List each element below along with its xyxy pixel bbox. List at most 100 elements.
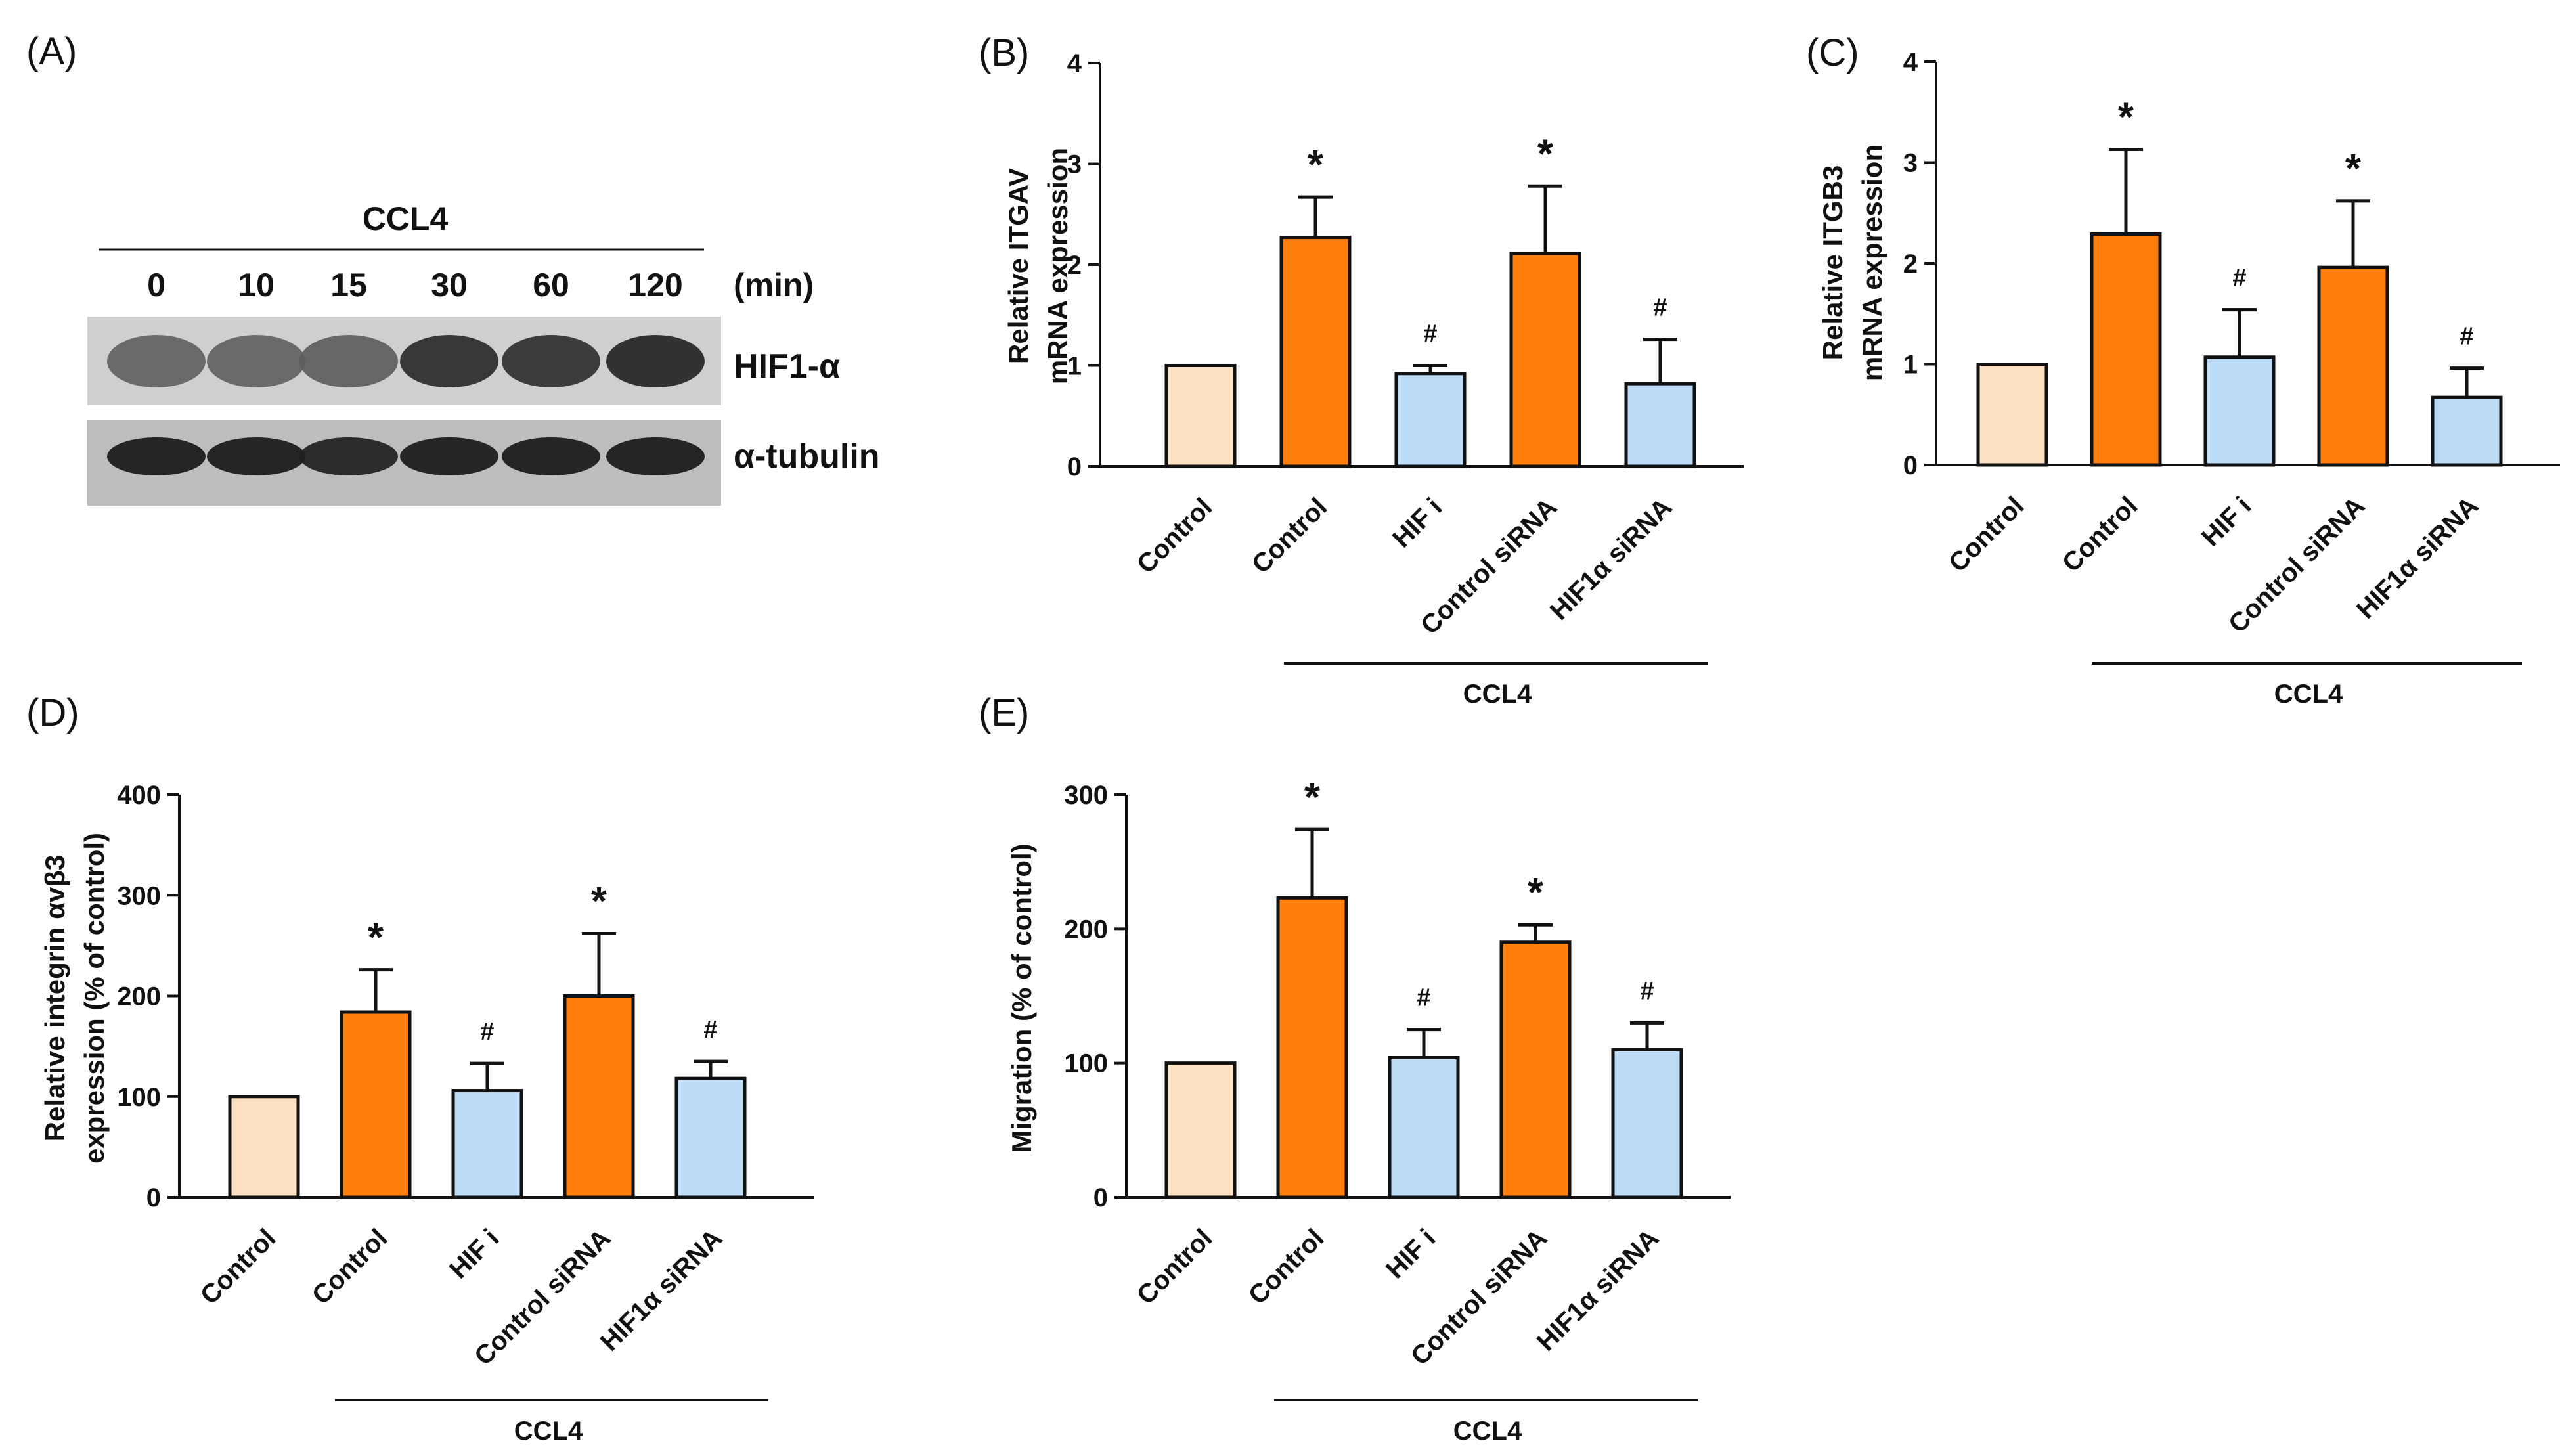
significance-hash: # bbox=[480, 1018, 494, 1046]
blot-lane-label: 120 bbox=[628, 267, 682, 303]
bar bbox=[1976, 363, 2048, 467]
bar bbox=[451, 1089, 523, 1199]
y-tick-label: 2 bbox=[1903, 250, 1918, 278]
y-tick-label: 0 bbox=[146, 1183, 161, 1212]
panel-a-western-blot: (A) CCL4 0 10 15 30 60 120 (min) HIF1-α α-tubu… bbox=[26, 30, 880, 506]
significance-star: * bbox=[1308, 143, 1324, 188]
significance-hash: # bbox=[2460, 323, 2473, 351]
blot-treatment-label: CCL4 bbox=[363, 200, 449, 237]
blot-unit-label: (min) bbox=[734, 267, 814, 303]
significance-star: * bbox=[1304, 775, 1321, 820]
blot-band bbox=[107, 335, 206, 387]
chart-b: (B) 0 1 2 3 4 Relative ITGAV mRNA expression Con… bbox=[979, 32, 1744, 709]
y-tick-label: 4 bbox=[1067, 49, 1082, 78]
blot-row: HIF1-α bbox=[87, 317, 840, 405]
blot-row: α-tubulin bbox=[87, 420, 880, 506]
category-label: Control bbox=[195, 1224, 282, 1310]
bar bbox=[2090, 232, 2162, 467]
y-tick-label: 2 bbox=[1067, 251, 1082, 280]
y-tick-label: 200 bbox=[1064, 915, 1108, 944]
y-tick-label: 100 bbox=[1064, 1049, 1108, 1078]
category-label: Control bbox=[2057, 491, 2144, 578]
blot-lane-label: 60 bbox=[533, 267, 569, 303]
blot-band bbox=[606, 437, 705, 475]
y-axis-label: Relative ITGB3 bbox=[1817, 165, 1848, 360]
bar-charts: (B) 0 1 2 3 4 Relative ITGAV mRNA expression Con… bbox=[26, 32, 2560, 1445]
chart-d: (D) 0 100 200 300 400 Relative integrin αvβ3 ex… bbox=[26, 692, 814, 1445]
blot-lane-labels: 0 10 15 30 60 120 bbox=[147, 267, 683, 303]
blot-band bbox=[299, 335, 398, 387]
bar bbox=[1394, 372, 1467, 468]
y-tick-label: 1 bbox=[1067, 352, 1082, 381]
y-axis-label: mRNA expression bbox=[1857, 144, 1887, 381]
bar bbox=[1279, 236, 1352, 468]
category-label: HIF i bbox=[1380, 1224, 1441, 1284]
bar bbox=[674, 1076, 747, 1199]
y-tick-label: 300 bbox=[117, 881, 161, 910]
category-label: Control bbox=[1243, 1224, 1330, 1310]
y-tick-label: 3 bbox=[1067, 150, 1082, 179]
blot-lane-label: 30 bbox=[431, 267, 468, 303]
significance-star: * bbox=[1537, 131, 1554, 177]
significance-star: * bbox=[591, 879, 607, 924]
blot-band bbox=[107, 437, 206, 475]
significance-star: * bbox=[1528, 870, 1544, 916]
y-tick-label: 0 bbox=[1093, 1183, 1108, 1212]
y-axis-label: Migration (% of control) bbox=[1006, 843, 1037, 1153]
bar bbox=[1509, 252, 1581, 468]
y-tick-label: 4 bbox=[1903, 48, 1918, 77]
blot-row-label: α-tubulin bbox=[734, 437, 880, 475]
bar bbox=[340, 1010, 412, 1199]
blot-band bbox=[400, 335, 498, 387]
blot-rows: HIF1-α α-tubulin bbox=[87, 317, 880, 506]
y-axis-label: expression (% of control) bbox=[79, 833, 110, 1164]
blot-band bbox=[207, 437, 305, 475]
category-label: HIF i bbox=[1387, 493, 1447, 553]
bar bbox=[1624, 382, 1696, 468]
significance-hash: # bbox=[1423, 320, 1437, 348]
y-tick-label: 400 bbox=[117, 781, 161, 810]
y-tick-label: 0 bbox=[1903, 451, 1918, 480]
blot-band bbox=[400, 437, 498, 475]
blot-band bbox=[502, 335, 600, 387]
bar bbox=[228, 1095, 300, 1199]
significance-hash: # bbox=[1653, 294, 1667, 322]
group-label: CCL4 bbox=[2274, 680, 2343, 709]
category-label: Control bbox=[1247, 493, 1333, 579]
y-axis-label: mRNA expression bbox=[1042, 148, 1073, 384]
category-label: Control bbox=[307, 1224, 393, 1310]
significance-hash: # bbox=[2232, 265, 2246, 292]
chart-c: (C) 0 1 2 3 4 Relative ITGB3 mRNA expression Con… bbox=[1806, 32, 2560, 709]
category-label: HIF1α siRNA bbox=[2351, 491, 2484, 625]
blot-band bbox=[299, 437, 398, 475]
panel-letter: (D) bbox=[26, 692, 79, 734]
blot-row-label: HIF1-α bbox=[734, 347, 840, 386]
blot-band bbox=[606, 335, 705, 387]
blot-lane-label: 0 bbox=[147, 267, 166, 303]
panel-a-letter: (A) bbox=[26, 30, 77, 73]
y-tick-label: 3 bbox=[1903, 149, 1918, 178]
y-tick-label: 100 bbox=[117, 1083, 161, 1112]
bar bbox=[1499, 940, 1572, 1199]
bar bbox=[1611, 1048, 1683, 1199]
chart-e: (E) 0 100 200 300 Migration (% of control) Con… bbox=[979, 692, 1731, 1445]
category-label: HIF i bbox=[444, 1224, 504, 1284]
panel-letter: (B) bbox=[979, 32, 1029, 74]
bar bbox=[2317, 265, 2389, 467]
y-axis-label: Relative integrin αvβ3 bbox=[39, 855, 70, 1142]
bar bbox=[2203, 355, 2276, 467]
significance-hash: # bbox=[703, 1016, 717, 1044]
category-label: Control bbox=[1132, 1224, 1218, 1310]
y-tick-label: 300 bbox=[1064, 781, 1108, 810]
panel-letter: (E) bbox=[979, 692, 1029, 734]
significance-star: * bbox=[2118, 95, 2134, 141]
bar bbox=[1164, 364, 1237, 468]
significance-hash: # bbox=[1640, 977, 1654, 1005]
bar bbox=[2431, 395, 2503, 467]
category-label: HIF1α siRNA bbox=[1545, 493, 1678, 626]
blot-lane-label: 15 bbox=[330, 267, 367, 303]
group-label: CCL4 bbox=[1453, 1417, 1522, 1445]
blot-band bbox=[207, 335, 305, 387]
y-tick-label: 200 bbox=[117, 982, 161, 1011]
